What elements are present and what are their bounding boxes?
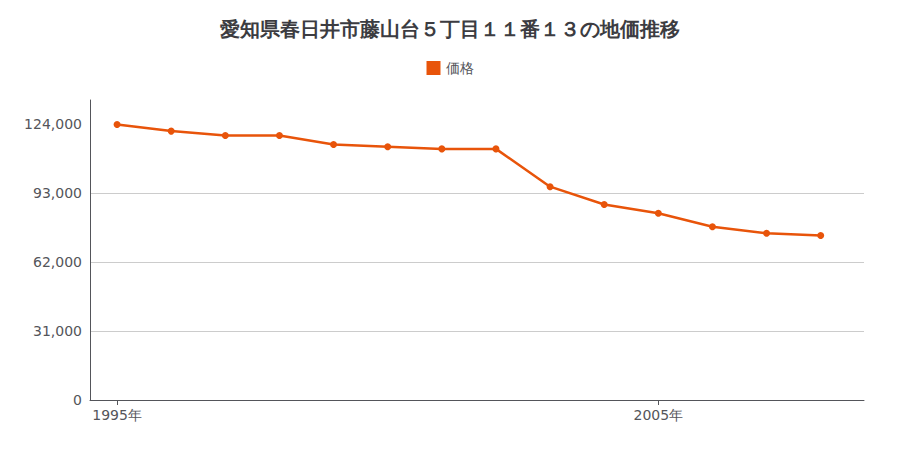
svg-text:124,000: 124,000	[24, 116, 82, 132]
svg-text:31,000: 31,000	[33, 323, 82, 339]
svg-text:62,000: 62,000	[33, 254, 82, 270]
svg-text:価格: 価格	[446, 60, 474, 76]
svg-text:93,000: 93,000	[33, 185, 82, 201]
svg-text:1995年: 1995年	[92, 407, 142, 423]
svg-text:愛知県春日井市藤山台５丁目１１番１３の地価推移: 愛知県春日井市藤山台５丁目１１番１３の地価推移	[220, 17, 680, 41]
svg-text:2005年: 2005年	[634, 407, 684, 423]
svg-text:0: 0	[73, 392, 82, 408]
